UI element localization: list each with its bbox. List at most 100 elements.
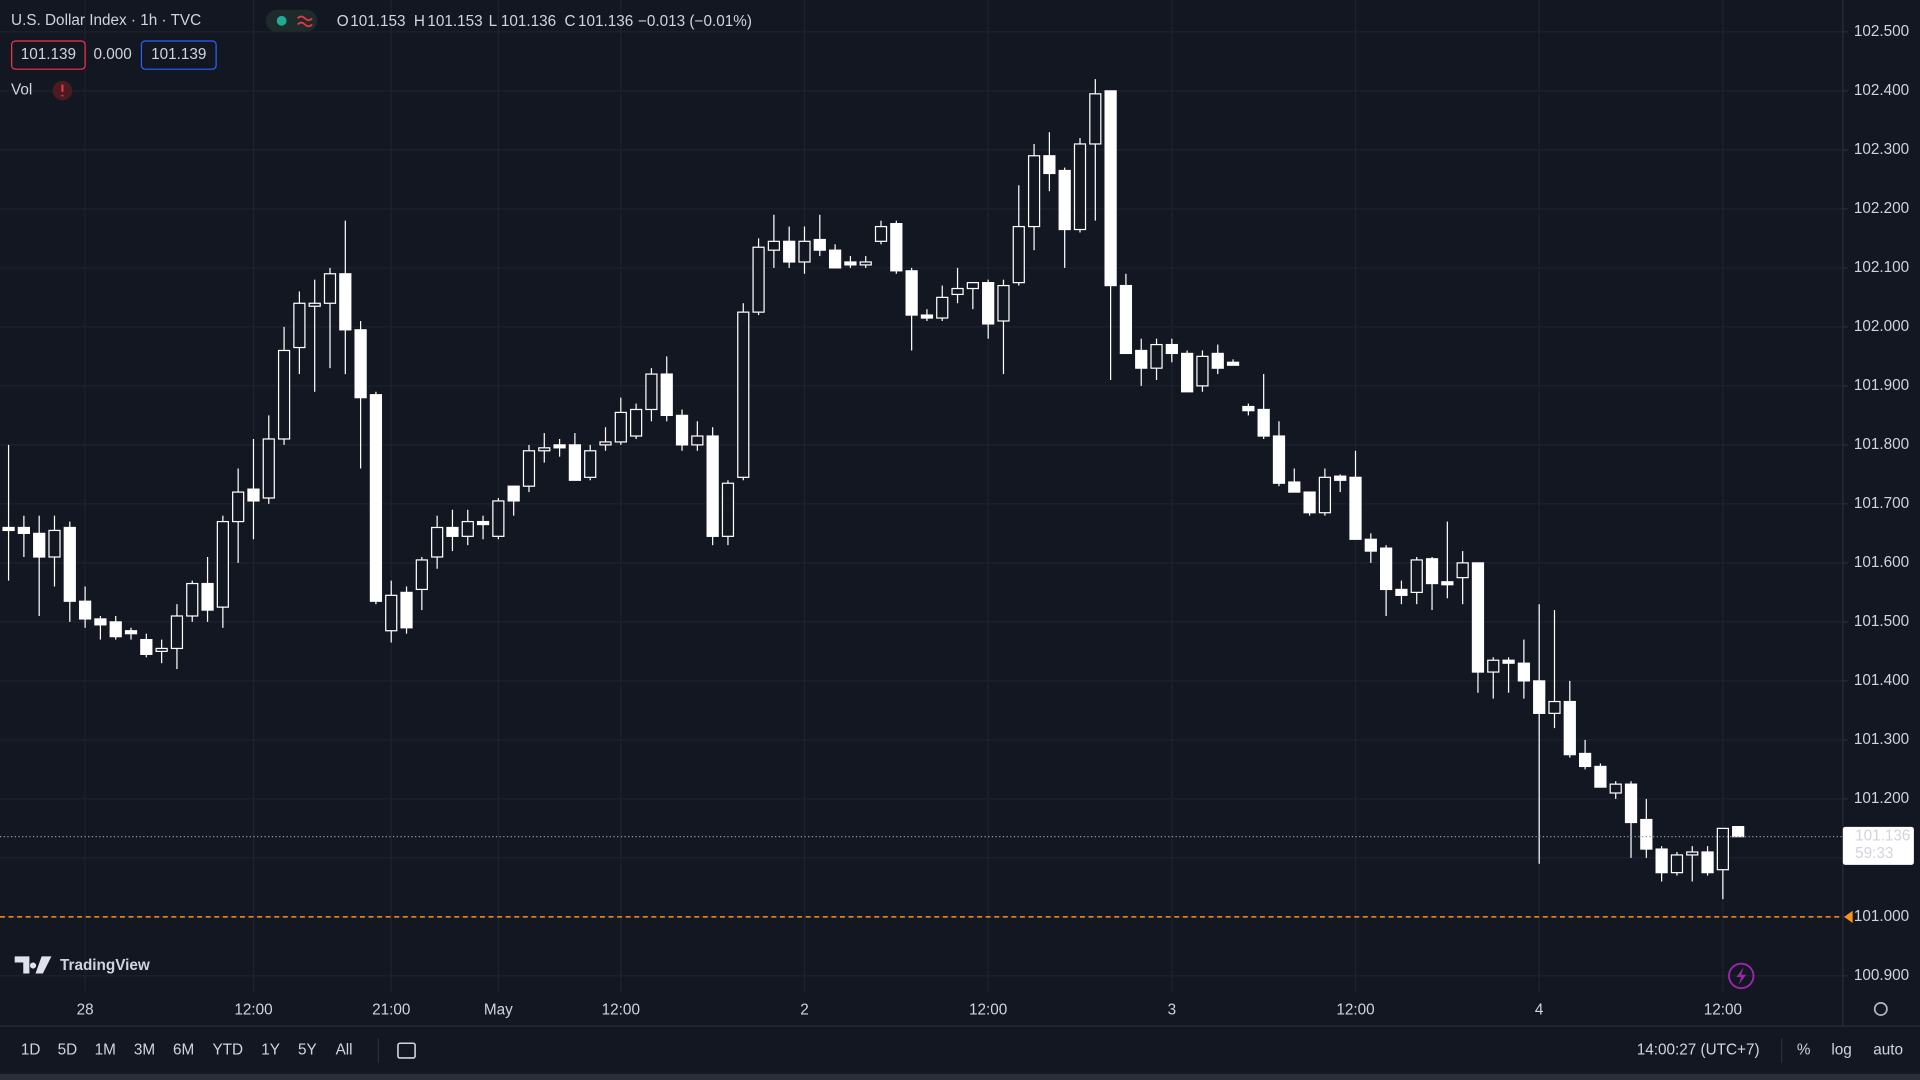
candle-body bbox=[1533, 680, 1546, 714]
ohlc-value: 101.136 bbox=[501, 13, 556, 30]
candle-body bbox=[1594, 765, 1607, 788]
y-tick-label: 101.700 bbox=[1854, 495, 1909, 512]
candle-body bbox=[2, 526, 15, 532]
y-tick-label: 101.300 bbox=[1854, 731, 1909, 748]
candle-body bbox=[1471, 562, 1485, 673]
candle-body bbox=[78, 600, 92, 620]
candle-body bbox=[1058, 169, 1071, 231]
candle-body bbox=[798, 240, 811, 263]
status-pill[interactable] bbox=[265, 9, 318, 32]
candle-body bbox=[354, 329, 367, 399]
candle-body bbox=[186, 582, 199, 617]
bid-box[interactable] bbox=[11, 40, 86, 70]
candle-body bbox=[369, 394, 383, 602]
candle-body bbox=[1425, 558, 1439, 585]
candle-body bbox=[1380, 547, 1393, 591]
date-range-button[interactable] bbox=[397, 1042, 416, 1059]
candle-body bbox=[1732, 826, 1745, 838]
x-tick-label: 21:00 bbox=[372, 1001, 410, 1018]
candle-body bbox=[1150, 343, 1163, 369]
candle-body bbox=[1226, 361, 1240, 366]
y-tick-label: 101.600 bbox=[1854, 554, 1909, 571]
range-button[interactable]: All bbox=[336, 1042, 353, 1059]
candle-body bbox=[17, 526, 30, 534]
candle-body bbox=[232, 491, 245, 523]
candle-body bbox=[1364, 538, 1377, 552]
range-button[interactable]: 1Y bbox=[261, 1042, 280, 1059]
candle-body bbox=[1655, 848, 1668, 874]
x-tick-label: 28 bbox=[77, 1001, 94, 1018]
candles bbox=[2, 79, 1745, 900]
ask-box[interactable] bbox=[140, 40, 217, 70]
candle-body bbox=[1410, 559, 1423, 594]
candle-body bbox=[752, 246, 765, 313]
candle-body bbox=[1303, 491, 1316, 514]
candle-body bbox=[33, 532, 46, 558]
range-button[interactable]: 5D bbox=[58, 1042, 78, 1059]
range-button[interactable]: 1D bbox=[21, 1042, 41, 1059]
candle-body bbox=[1181, 352, 1194, 393]
candle-body bbox=[1640, 818, 1653, 850]
range-button[interactable]: 6M bbox=[173, 1042, 194, 1059]
y-tick-label: 101.900 bbox=[1854, 377, 1909, 394]
candle-body bbox=[874, 225, 888, 242]
lightning-button[interactable] bbox=[1728, 962, 1755, 990]
candle-body bbox=[1288, 481, 1301, 493]
x-tick-label: 12:00 bbox=[602, 1001, 640, 1018]
ohlc-value: 101.153 bbox=[427, 13, 482, 30]
y-tick-label: 102.100 bbox=[1854, 259, 1909, 276]
change: −0.013 (−0.01%) bbox=[638, 13, 752, 30]
candle-body bbox=[920, 314, 934, 319]
range-button[interactable]: YTD bbox=[212, 1042, 243, 1059]
x-tick-label: 2 bbox=[800, 1001, 809, 1018]
candle-body bbox=[1012, 225, 1025, 284]
candle-body bbox=[1686, 851, 1699, 856]
brand-name: TradingView bbox=[60, 957, 150, 974]
candle-body bbox=[936, 296, 949, 319]
candle-body bbox=[1624, 783, 1638, 824]
ohlc-label: L bbox=[489, 13, 498, 30]
brand-logo bbox=[14, 956, 52, 974]
bid: 101.139 bbox=[21, 46, 76, 63]
candle-body bbox=[461, 520, 474, 537]
axis-option[interactable]: % bbox=[1797, 1042, 1811, 1059]
candle-body bbox=[63, 526, 76, 602]
candle-body bbox=[599, 441, 612, 446]
candle-body bbox=[308, 302, 321, 307]
candle-body bbox=[890, 223, 903, 272]
y-tick-label: 101.800 bbox=[1854, 436, 1909, 453]
bottom-strip bbox=[0, 1073, 1920, 1080]
candle-body bbox=[1165, 343, 1178, 355]
y-tick-label: 101.500 bbox=[1854, 613, 1909, 630]
candle-body bbox=[660, 373, 673, 416]
candle-body bbox=[1716, 827, 1729, 871]
candle-body bbox=[492, 500, 505, 537]
range-button[interactable]: 5Y bbox=[298, 1042, 317, 1059]
candle-body bbox=[247, 488, 260, 502]
candle-body bbox=[446, 526, 459, 537]
axis-option[interactable]: log bbox=[1831, 1042, 1851, 1059]
candle-body bbox=[431, 526, 444, 558]
candle-body bbox=[997, 284, 1010, 322]
candle-body bbox=[507, 485, 520, 502]
y-tick-label: 102.200 bbox=[1854, 200, 1909, 217]
candle-body bbox=[691, 435, 704, 446]
candle-body bbox=[293, 302, 306, 349]
axis-option[interactable]: auto bbox=[1873, 1042, 1903, 1059]
candle-body bbox=[721, 482, 735, 537]
clock: 14:00:27 (UTC+7) bbox=[1637, 1042, 1760, 1059]
y-tick-label: 102.300 bbox=[1854, 141, 1909, 158]
candle-body bbox=[1349, 476, 1362, 540]
candle-body bbox=[323, 273, 337, 304]
candle-body bbox=[48, 529, 61, 558]
candle-body bbox=[1196, 355, 1209, 387]
candle-body bbox=[1548, 700, 1561, 714]
candle-body bbox=[828, 249, 842, 269]
ohlc-label: C bbox=[564, 13, 575, 30]
range-button[interactable]: 3M bbox=[134, 1042, 155, 1059]
range-button[interactable]: 1M bbox=[95, 1042, 116, 1059]
lightning-icon bbox=[1736, 967, 1747, 985]
candle-body bbox=[614, 411, 627, 443]
candle-body bbox=[170, 615, 184, 650]
settings-button[interactable] bbox=[1873, 1002, 1888, 1016]
